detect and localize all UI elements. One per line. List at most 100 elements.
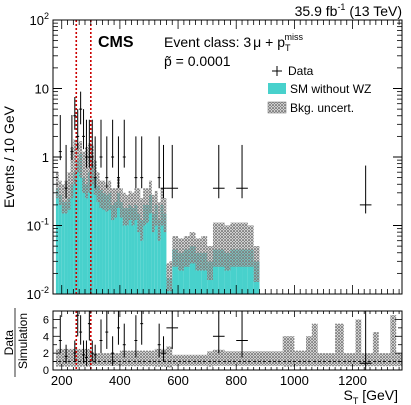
ratio-uncertainty-bin — [355, 319, 362, 367]
uncertainty-bin — [218, 222, 225, 267]
sm-bin — [163, 213, 167, 294]
ptilde-label: p̃ = 0.0001 — [164, 53, 231, 69]
sm-bin — [137, 213, 141, 294]
sm-bin — [154, 204, 158, 294]
sm-bin — [96, 185, 100, 294]
sm-bin — [157, 220, 161, 294]
uncertainty-bin — [105, 184, 109, 212]
ratio-uncertainty-bin — [361, 353, 373, 367]
ratio-uncertainty-bin — [396, 353, 402, 367]
sm-bin — [195, 252, 202, 294]
legend-uncert-label: Bkg. uncert. — [290, 101, 354, 115]
sm-bin — [79, 154, 83, 294]
uncertainty-bin — [137, 188, 141, 233]
ratio-uncertainty-bin — [378, 353, 391, 367]
ratio-uncertainty-bin — [372, 332, 379, 367]
uncertainty-bin — [99, 180, 103, 209]
uncertainty-bin — [148, 180, 152, 214]
uncertainty-bin — [87, 143, 91, 193]
ratio-uncertainty-bin — [390, 315, 397, 367]
x-tick-label: 1200 — [338, 373, 367, 388]
y-tick-label: 10 — [35, 82, 49, 97]
sm-bin — [178, 252, 184, 294]
uncertainty-bin — [140, 198, 144, 241]
uncertainty-bin — [151, 194, 155, 233]
x-tick-label: 800 — [225, 373, 247, 388]
uncertainty-bin — [82, 151, 85, 193]
uncertainty-bin — [146, 188, 149, 223]
uncertainty-bin — [207, 246, 213, 281]
x-axis-label: ST [GeV] — [343, 387, 398, 405]
legend-data-label: Data — [288, 64, 314, 78]
uncertainty-bin — [79, 141, 83, 178]
sm-bin — [128, 204, 132, 294]
uncertainty-bin — [61, 184, 65, 214]
ratio-y-tick-label: 2 — [43, 348, 49, 360]
uncertainty-bin — [236, 222, 243, 267]
x-tick-label: 600 — [167, 373, 189, 388]
x-tick-labels: 200 400 600 800 1000 1200 — [51, 373, 367, 388]
ratio-y-tick-label: 4 — [43, 331, 49, 343]
sm-bin — [131, 208, 135, 294]
ratio-uncertainty-bin — [294, 350, 307, 367]
sm-bin — [236, 249, 243, 294]
uncertainty-bin — [122, 192, 126, 226]
uncertainty-bin — [108, 180, 112, 210]
uncertainty-bin — [247, 225, 254, 267]
ratio-y-tick-labels: 0 2 4 6 — [43, 314, 49, 377]
uncertainty-bin — [169, 261, 173, 292]
ratio-y-numerator: Data — [2, 330, 16, 356]
sm-bin — [160, 204, 164, 294]
main-ticks — [53, 19, 402, 295]
sm-bin — [151, 213, 155, 294]
sm-bin — [58, 194, 62, 294]
ratio-ticks — [53, 310, 402, 371]
uncertainty-bin — [58, 180, 62, 205]
uncertainty-bin — [172, 236, 179, 267]
x-tick-label: 200 — [51, 373, 73, 388]
ratio-uncertainty-bin — [282, 336, 295, 367]
ratio-uncertainty-bin — [55, 348, 91, 367]
sm-bin — [105, 194, 109, 294]
uncertainty-bin — [157, 202, 161, 241]
uncertainty-bin — [166, 263, 170, 292]
sm-bin — [134, 204, 138, 294]
sm-bin — [99, 189, 103, 294]
sm-bin — [76, 160, 80, 294]
ratio-uncertainty-bin — [212, 349, 225, 366]
ratio-uncertainty-bin — [207, 351, 213, 367]
uncertainty-bin — [134, 188, 138, 221]
uncertainty-bin — [230, 222, 237, 267]
sm-bin — [90, 165, 94, 294]
legend-uncert-swatch — [267, 101, 287, 114]
sm-bin — [116, 192, 120, 294]
sm-bin — [119, 202, 123, 294]
uncertainty-bin — [84, 146, 88, 199]
sm-bin — [67, 198, 71, 294]
sm-bin — [140, 220, 144, 294]
uncertainty-bin — [131, 192, 135, 226]
sm-bin — [242, 249, 248, 294]
uncertainty-bin — [189, 232, 196, 264]
lumi-text: 35.9 fb-1 (13 TeV) — [295, 2, 402, 19]
uncertainty-bin — [163, 198, 167, 233]
sm-bin — [87, 172, 91, 294]
sm-bin — [125, 208, 129, 294]
sm-bin — [108, 192, 112, 294]
uncertainty-bin — [154, 190, 158, 226]
data-points — [58, 91, 372, 214]
ratio-uncertainty-bin — [311, 323, 318, 367]
ratio-uncertainty-bin — [172, 354, 208, 366]
ratio-uncertainty-bin — [224, 351, 283, 366]
uncertainty-bin — [242, 222, 248, 267]
sm-bin — [84, 184, 88, 294]
uncertainty-bin — [160, 188, 164, 226]
ratio-roi-lines — [75, 311, 92, 370]
ratio-uncertainty-bin — [317, 353, 336, 367]
uncertainty-bin — [73, 139, 77, 185]
sm-bin — [102, 192, 106, 294]
uncertainty-bin — [183, 236, 190, 267]
sm-bin — [143, 204, 147, 294]
ratio-uncertainty-bin — [335, 323, 344, 367]
